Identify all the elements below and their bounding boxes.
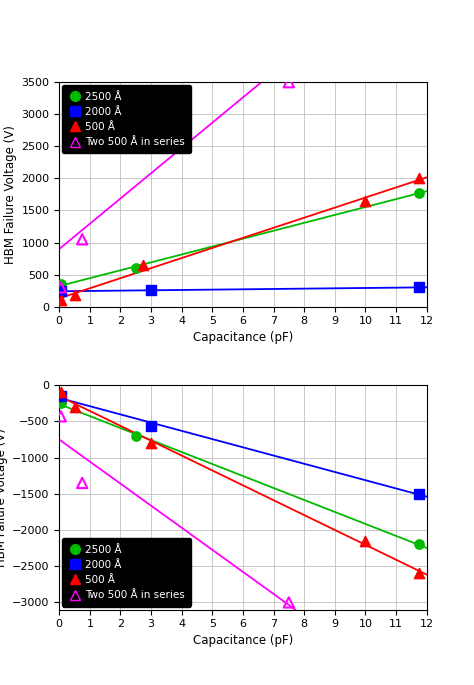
Point [147,421,155,432]
Point [140,260,147,271]
Point [362,195,369,206]
Point [71,401,78,412]
Point [57,279,64,290]
Y-axis label: HBM Failure Voltage (V): HBM Failure Voltage (V) [0,428,8,567]
Point [415,173,423,184]
Point [415,488,423,499]
Point [78,477,86,488]
Point [132,109,139,120]
Point [147,438,155,449]
Point [57,411,64,422]
Legend: 2500 Å, 2000 Å, 500 Å, Two 500 Å in series: 2500 Å, 2000 Å, 500 Å, Two 500 Å in seri… [63,538,191,606]
Point [132,262,139,273]
Point [362,536,369,547]
Point [415,568,423,579]
Point [147,285,155,296]
Point [57,286,64,297]
Point [57,295,64,306]
Point [415,187,423,198]
Point [78,234,86,245]
Y-axis label: HBM Failure Voltage (V): HBM Failure Voltage (V) [4,125,17,264]
Point [415,282,423,293]
Legend: 2500 Å, 2000 Å, 500 Å, Two 500 Å in series: 2500 Å, 2000 Å, 500 Å, Two 500 Å in seri… [63,86,191,153]
Point [285,77,292,88]
X-axis label: Capacitance (pF): Capacitance (pF) [193,331,293,344]
Point [132,430,139,441]
Point [57,390,64,401]
Point [57,398,64,409]
X-axis label: Capacitance (pF): Capacitance (pF) [193,634,293,647]
Point [71,289,78,300]
Point [285,597,292,608]
Point [57,282,64,293]
Point [57,387,64,398]
Point [415,539,423,550]
